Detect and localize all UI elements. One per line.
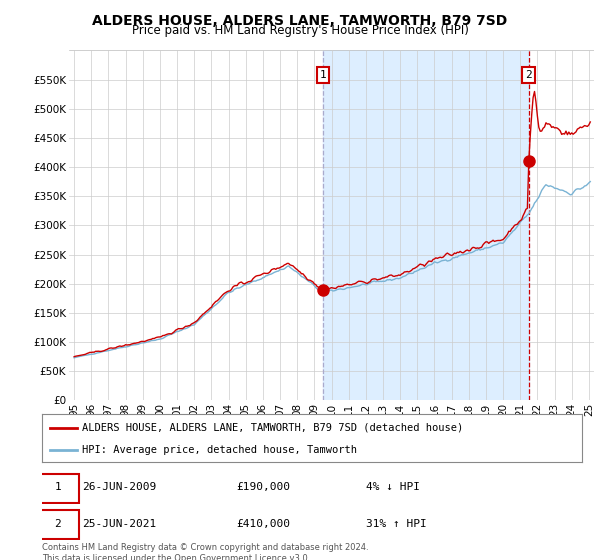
Text: 1: 1 xyxy=(319,70,326,80)
Text: 1: 1 xyxy=(54,482,61,492)
Text: 26-JUN-2009: 26-JUN-2009 xyxy=(83,482,157,492)
Text: ALDERS HOUSE, ALDERS LANE, TAMWORTH, B79 7SD (detached house): ALDERS HOUSE, ALDERS LANE, TAMWORTH, B79… xyxy=(83,423,464,433)
Text: £190,000: £190,000 xyxy=(236,482,290,492)
FancyBboxPatch shape xyxy=(37,474,79,503)
Bar xyxy=(323,50,529,400)
Text: 4% ↓ HPI: 4% ↓ HPI xyxy=(366,482,420,492)
Text: HPI: Average price, detached house, Tamworth: HPI: Average price, detached house, Tamw… xyxy=(83,445,358,455)
FancyBboxPatch shape xyxy=(37,510,79,539)
Text: 31% ↑ HPI: 31% ↑ HPI xyxy=(366,519,427,529)
Text: Price paid vs. HM Land Registry's House Price Index (HPI): Price paid vs. HM Land Registry's House … xyxy=(131,24,469,37)
Text: 2: 2 xyxy=(525,70,532,80)
Text: 25-JUN-2021: 25-JUN-2021 xyxy=(83,519,157,529)
Text: £410,000: £410,000 xyxy=(236,519,290,529)
Text: ALDERS HOUSE, ALDERS LANE, TAMWORTH, B79 7SD: ALDERS HOUSE, ALDERS LANE, TAMWORTH, B79… xyxy=(92,14,508,28)
Text: Contains HM Land Registry data © Crown copyright and database right 2024.
This d: Contains HM Land Registry data © Crown c… xyxy=(42,543,368,560)
Text: 2: 2 xyxy=(54,519,61,529)
